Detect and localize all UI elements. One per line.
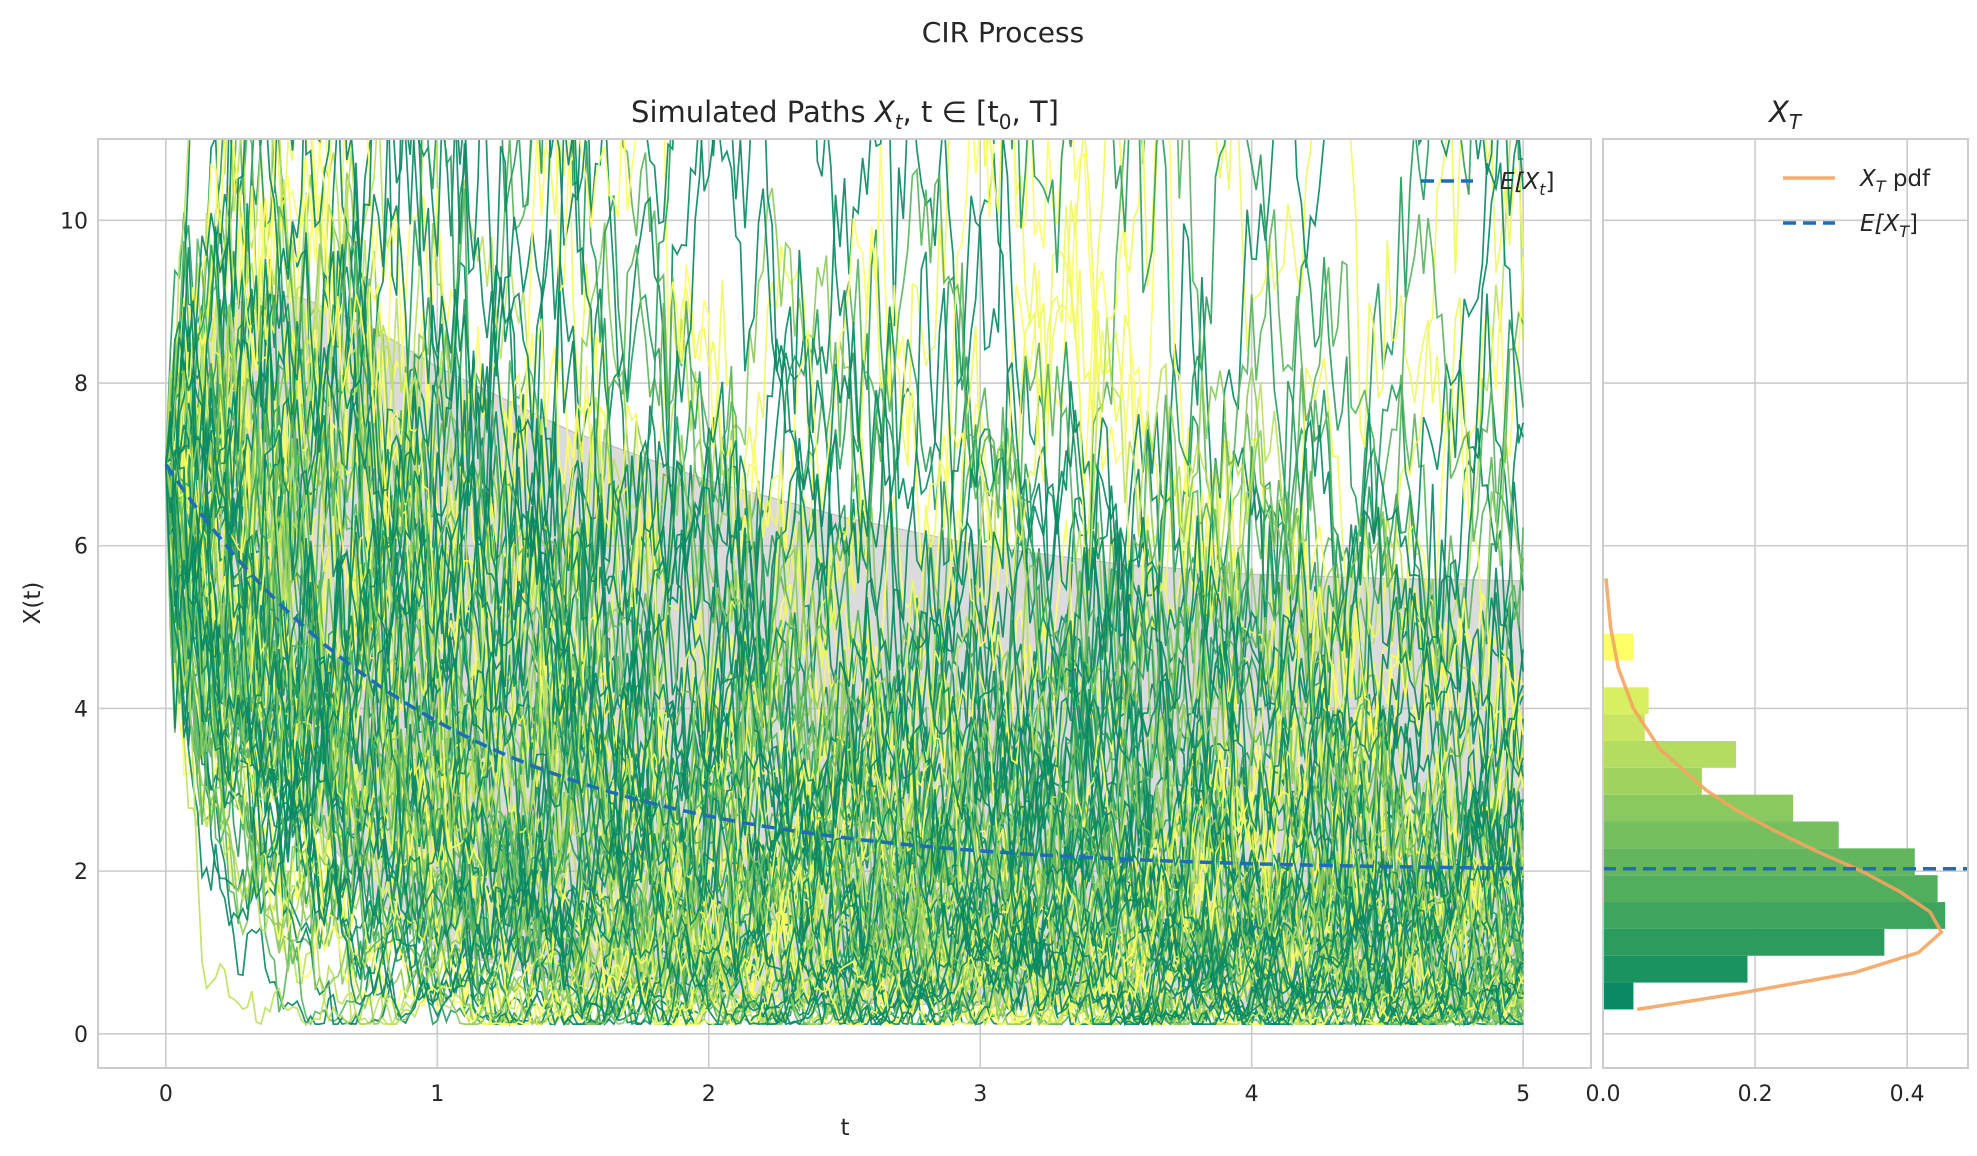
paths-ytick-label: 2 <box>74 860 88 885</box>
histogram-bar <box>1603 740 1737 768</box>
dist-xtick-label: 0.4 <box>1890 1082 1925 1107</box>
paths-xtick-label: 3 <box>973 1082 987 1107</box>
histogram-bar <box>1603 848 1915 876</box>
path-line <box>165 251 1524 1026</box>
legend-pdf-main: X <box>1859 166 1877 192</box>
paths-ticks: 0 1 2 3 4 5 0 2 4 6 8 10 <box>60 209 1530 1107</box>
path-line <box>165 139 1524 1009</box>
legend-exp-sub: t <box>1539 180 1546 199</box>
paths-xtick-label: 5 <box>1516 1082 1530 1107</box>
path-line <box>165 387 1524 1027</box>
dist-legend: XT pdf E[XT] <box>1783 166 1931 241</box>
path-line <box>165 167 1524 939</box>
path-line <box>165 139 1524 974</box>
paths-xtick-label: 0 <box>159 1082 173 1107</box>
path-line <box>165 188 1524 1013</box>
paths-title-rest: , t ∈ [t <box>903 95 999 129</box>
histogram-bar <box>1603 955 1748 983</box>
dist-xtick-label: 0.2 <box>1738 1082 1773 1107</box>
paths-title-sub: t <box>895 110 904 134</box>
histogram-bar <box>1603 982 1634 1010</box>
paths-title-end: , T] <box>1011 95 1058 129</box>
histogram-bar <box>1603 794 1794 822</box>
paths-title: Simulated Paths Xt, t ∈ [t0, T] <box>631 95 1059 134</box>
legend-mean-sub: T <box>1899 222 1910 241</box>
path-line <box>165 370 1524 1026</box>
path-line <box>165 288 1524 1012</box>
path-line <box>165 341 1524 1026</box>
dist-ticks: 0.0 0.2 0.4 <box>1586 1082 1925 1107</box>
path-line <box>165 139 1524 1025</box>
legend-exp-end: ] <box>1546 169 1555 195</box>
dist-title-sub: T <box>1789 110 1803 134</box>
dist-xtick-label: 0.0 <box>1586 1082 1621 1107</box>
legend-pdf-sub: T <box>1876 177 1887 196</box>
histogram-bar <box>1603 902 1946 929</box>
path-line <box>165 139 1524 1027</box>
paths-ylabel: X(t) <box>20 582 46 625</box>
legend-exp-main: E[X <box>1500 169 1541 195</box>
dist-frame <box>1602 138 1969 1069</box>
paths-title-prefix: Simulated Paths <box>631 95 875 129</box>
simulated-paths <box>165 139 1524 1028</box>
pdf-curve <box>1604 578 1944 1012</box>
legend-mean-main: E[X <box>1860 211 1901 237</box>
histogram-bars <box>1603 633 1946 1010</box>
paths-legend: E[Xt] <box>1421 169 1555 199</box>
legend-pdf-label: XT pdf <box>1859 166 1931 196</box>
paths-ytick-label: 10 <box>60 209 88 234</box>
paths-ytick-label: 4 <box>74 697 88 722</box>
paths-ytick-label: 0 <box>74 1023 88 1048</box>
path-line <box>165 464 1524 1028</box>
path-line <box>165 139 1524 1027</box>
path-line <box>165 464 1524 1026</box>
legend-pdf-end: pdf <box>1886 166 1932 192</box>
path-line <box>165 448 1524 1026</box>
histogram-bar <box>1603 875 1938 903</box>
dist-title: XT <box>1767 95 1803 134</box>
paths-xtick-label: 1 <box>430 1082 444 1107</box>
path-line <box>165 139 1524 1026</box>
paths-xtick-label: 2 <box>702 1082 716 1107</box>
path-line <box>165 258 1524 1026</box>
paths-xlabel: t <box>840 1115 849 1141</box>
path-line <box>165 398 1524 1026</box>
paths-ytick-label: 8 <box>74 372 88 397</box>
path-line <box>165 407 1524 1024</box>
path-line <box>165 139 1524 1025</box>
paths-xtick-label: 4 <box>1245 1082 1259 1107</box>
histogram-bar <box>1603 928 1885 956</box>
path-line <box>165 408 1524 1026</box>
path-line <box>165 248 1524 949</box>
legend-mean-label: E[XT] <box>1860 211 1918 241</box>
paths-ytick-label: 6 <box>74 535 88 560</box>
path-line <box>165 464 1524 1027</box>
legend-expectation-label: E[Xt] <box>1500 169 1555 199</box>
paths-title-sub0: 0 <box>999 110 1012 134</box>
histogram-bar <box>1603 633 1634 661</box>
paths-frame <box>97 138 1592 1069</box>
paths-axes: Simulated Paths Xt, t ∈ [t0, T] 0 1 2 3 4 502… <box>20 95 1592 1141</box>
path-line <box>165 139 1524 1025</box>
paths-title-math: X <box>873 95 896 129</box>
distribution-axes: XT 0.0 0.2 0.4 XT pdf E[XT] <box>1586 95 1969 1107</box>
histogram-bar <box>1603 714 1645 741</box>
dist-title-math: X <box>1767 95 1790 129</box>
legend-mean-end: ] <box>1909 211 1918 237</box>
expectation-line <box>164 463 1524 871</box>
path-line <box>165 305 1524 1027</box>
path-line <box>165 139 1499 1026</box>
figure-suptitle: CIR Process <box>922 16 1084 49</box>
